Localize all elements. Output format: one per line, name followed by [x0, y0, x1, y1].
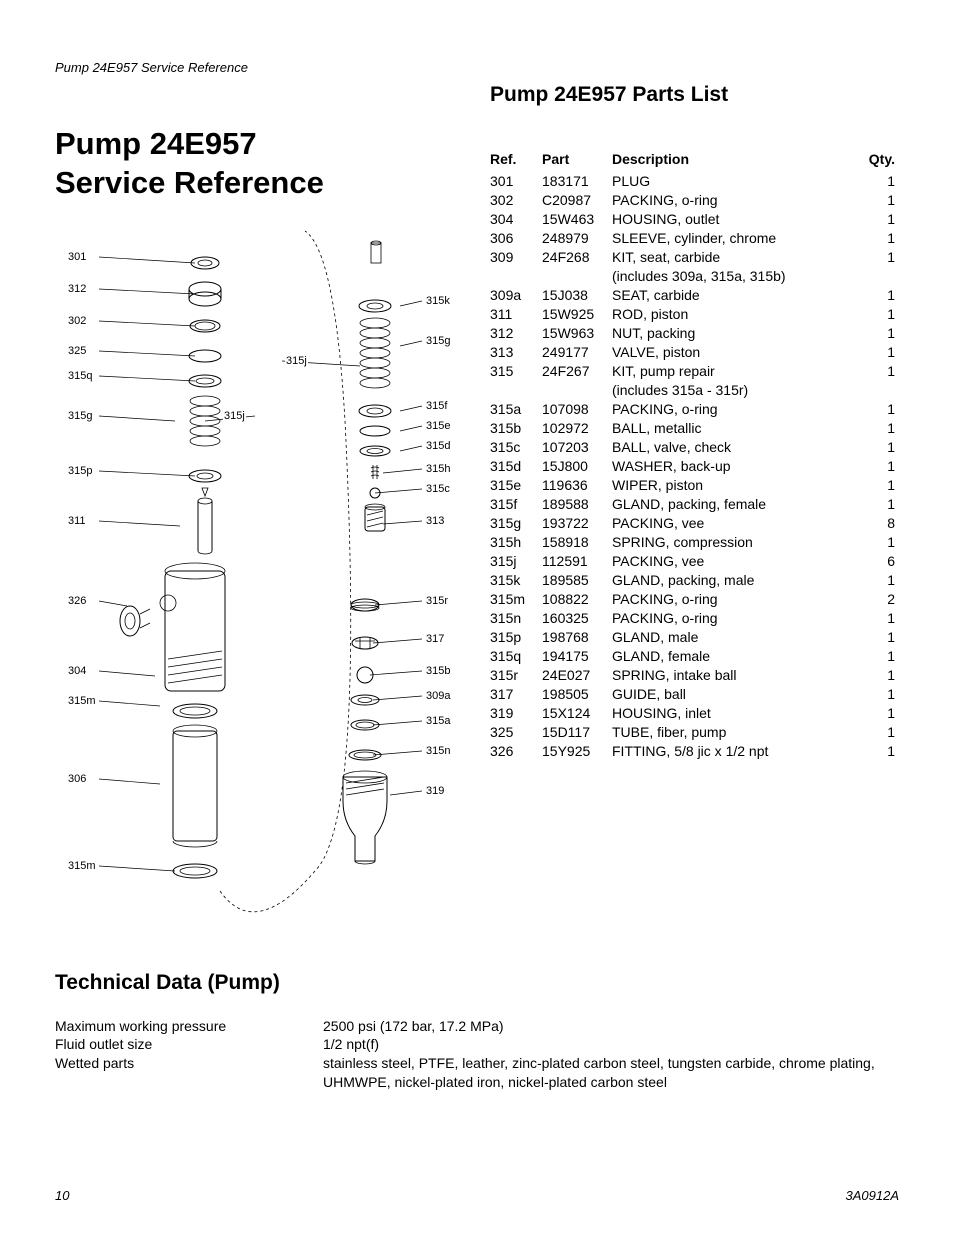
page-header: Pump 24E957 Service Reference — [55, 60, 899, 75]
callout-311: 311 — [67, 515, 87, 527]
callout-326: 326 — [67, 595, 87, 607]
callout-315f: 315f — [425, 400, 448, 412]
title-line2: Service Reference — [55, 165, 324, 200]
callout-301: 301 — [67, 251, 87, 263]
th-part: Part — [542, 149, 612, 171]
table-row: 315g193722PACKING, vee8 — [490, 513, 899, 532]
table-row: 315a107098PACKING, o-ring1 — [490, 399, 899, 418]
th-desc: Description — [612, 149, 869, 171]
callout-315j: 315j — [285, 355, 308, 367]
table-row: (includes 309a, 315a, 315b) — [490, 266, 899, 285]
title-line1: Pump 24E957 — [55, 126, 257, 161]
callout-313: 313 — [425, 515, 445, 527]
table-row: 306248979SLEEVE, cylinder, chrome1 — [490, 228, 899, 247]
table-row: 315n160325PACKING, o-ring1 — [490, 608, 899, 627]
parts-list-title: Pump 24E957 Parts List — [490, 83, 899, 107]
table-row: 30924F268KIT, seat, carbide1 — [490, 247, 899, 266]
callout-312: 312 — [67, 283, 87, 295]
callout-315g: 315g — [67, 410, 93, 422]
table-row: 315r24E027SPRING, intake ball1 — [490, 665, 899, 684]
table-row: 302C20987PACKING, o-ring1 — [490, 190, 899, 209]
callout-315g: 315g — [425, 335, 451, 347]
callout-317: 317 — [425, 633, 445, 645]
callout-309a: 309a — [425, 690, 451, 702]
tech-row: Maximum working pressure2500 psi (172 ba… — [55, 1017, 899, 1036]
table-row: 32515D117TUBE, fiber, pump1 — [490, 722, 899, 741]
table-row: 31115W925ROD, piston1 — [490, 304, 899, 323]
page-number: 10 — [55, 1188, 69, 1203]
table-row: 30415W463HOUSING, outlet1 — [490, 209, 899, 228]
table-row: 315c107203BALL, valve, check1 — [490, 437, 899, 456]
table-row: 301183171PLUG1 — [490, 171, 899, 190]
callout-315m: 315m — [67, 695, 97, 707]
callout-315e: 315e — [425, 420, 451, 432]
table-row: 315q194175GLAND, female1 — [490, 646, 899, 665]
table-row: 315m108822PACKING, o-ring2 — [490, 589, 899, 608]
table-row: 31915X124HOUSING, inlet1 — [490, 703, 899, 722]
table-row: 315b102972BALL, metallic1 — [490, 418, 899, 437]
doc-number: 3A0912A — [846, 1188, 900, 1203]
tech-row: Wetted partsstainless steel, PTFE, leath… — [55, 1054, 899, 1092]
table-row: 315d15J800WASHER, back-up1 — [490, 456, 899, 475]
callout-302: 302 — [67, 315, 87, 327]
table-row: 309a15J038SEAT, carbide1 — [490, 285, 899, 304]
callout-315d: 315d — [425, 440, 451, 452]
table-row: 313249177VALVE, piston1 — [490, 342, 899, 361]
callout-304: 304 — [67, 665, 87, 677]
table-row: 315h158918SPRING, compression1 — [490, 532, 899, 551]
table-row: 317198505GUIDE, ball1 — [490, 684, 899, 703]
table-row: 31215W963NUT, packing1 — [490, 323, 899, 342]
th-qty: Qty. — [869, 149, 899, 171]
callout-315k: 315k — [425, 295, 451, 307]
main-title: Pump 24E957 Service Reference — [55, 125, 460, 203]
callout-315m: 315m — [67, 860, 97, 872]
callout-315j: 315j — [223, 410, 246, 422]
callout-325: 325 — [67, 345, 87, 357]
tech-row: Fluid outlet size1/2 npt(f) — [55, 1035, 899, 1054]
table-row: 315k189585GLAND, packing, male1 — [490, 570, 899, 589]
callout-315p: 315p — [67, 465, 93, 477]
table-row: 32615Y925FITTING, 5/8 jic x 1/2 npt1 — [490, 741, 899, 760]
callout-315a: 315a — [425, 715, 451, 727]
th-ref: Ref. — [490, 149, 542, 171]
table-row: 315f189588GLAND, packing, female1 — [490, 494, 899, 513]
callout-306: 306 — [67, 773, 87, 785]
table-row: 315j112591PACKING, vee6 — [490, 551, 899, 570]
table-row: 315p198768GLAND, male1 — [490, 627, 899, 646]
table-row: 31524F267KIT, pump repair1 — [490, 361, 899, 380]
callout-315c: 315c — [425, 483, 451, 495]
tech-title: Technical Data (Pump) — [55, 971, 899, 995]
callout-319: 319 — [425, 785, 445, 797]
parts-table: Ref. Part Description Qty. 301183171PLUG… — [490, 149, 899, 760]
callout-315b: 315b — [425, 665, 451, 677]
callout-315q: 315q — [67, 370, 93, 382]
exploded-diagram: 301 312 302 325 315q 315g 315j 315p 311 326 304 315… — [55, 221, 460, 941]
callout-315r: 315r — [425, 595, 449, 607]
table-row: (includes 315a - 315r) — [490, 380, 899, 399]
callout-315h: 315h — [425, 463, 451, 475]
table-row: 315e119636WIPER, piston1 — [490, 475, 899, 494]
callout-315n: 315n — [425, 745, 451, 757]
